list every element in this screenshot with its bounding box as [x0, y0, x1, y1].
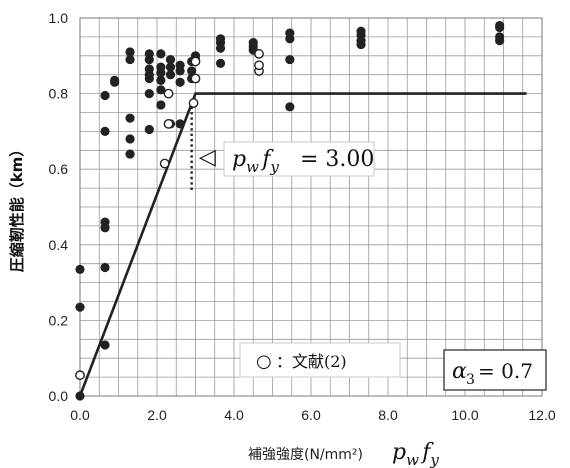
threshold-box [223, 141, 375, 177]
plot-frame [79, 17, 543, 397]
legend-text: ：文献(2) [276, 352, 347, 371]
data-point-filled [215, 58, 226, 68]
data-point-open [190, 73, 201, 84]
data-point-filled [285, 54, 295, 65]
data-point-filled [110, 75, 120, 85]
data-point-open [254, 49, 264, 59]
y-axis-label: 圧縮靭性能（km） [8, 142, 26, 273]
data-point-filled [125, 149, 135, 159]
data-point-filled [495, 32, 505, 42]
data-point-filled [144, 89, 154, 99]
x-tick-label: 4.0 [224, 407, 244, 423]
data-point-filled [144, 124, 154, 135]
x-tick-label: 2.0 [147, 407, 167, 423]
data-point-filled [100, 340, 110, 350]
data-point-open [163, 118, 174, 129]
data-point-filled [495, 20, 505, 31]
y-tick-label: 0.4 [49, 237, 69, 253]
threshold-arrow: ◁ [199, 145, 216, 170]
data-point-filled [356, 26, 366, 36]
alpha-value: = 0.7 [478, 359, 533, 383]
data-point-filled [75, 302, 85, 312]
legend: ○ ：文献(2) [239, 342, 401, 378]
x-tick-label: 8.0 [378, 407, 398, 423]
data-point-filled [125, 134, 135, 144]
data-point-filled [165, 54, 176, 65]
data-point-filled [215, 34, 226, 44]
data-point-filled [156, 85, 166, 95]
data-point-open [163, 88, 174, 99]
data-point-filled [156, 62, 166, 72]
x-tick-label: 12.0 [528, 407, 555, 423]
y-tick-label: 0.8 [49, 86, 69, 102]
data-point-filled [187, 66, 197, 76]
data-point-filled [156, 75, 166, 85]
data-point-filled [125, 54, 135, 65]
x-tick-label: 10.0 [451, 407, 478, 423]
data-point-filled [100, 217, 110, 227]
legend-box [239, 342, 401, 378]
data-point-open [190, 56, 201, 67]
y-tick-labels: 0.0 0.2 0.4 0.6 0.8 1.0 [49, 10, 69, 404]
threshold-annotation: ◁ pw​fy​ = 3.00 [199, 141, 375, 177]
data-point-open [188, 98, 199, 108]
x-axis-label: 補強強度(N/mm²) [248, 447, 363, 463]
threshold-eq: = 3.00 [300, 147, 374, 172]
x-tick-labels: 0.0 2.0 4.0 6.0 8.0 10.0 12.0 [70, 407, 556, 423]
data-point-filled [248, 37, 258, 48]
y-tick-label: 1.0 [49, 10, 69, 26]
data-point-filled [144, 49, 154, 59]
data-point-filled [144, 64, 154, 74]
alpha-box [443, 349, 547, 391]
data-point-filled [100, 90, 110, 101]
alpha-subscript: 3 [466, 372, 475, 388]
y-tick-label: 0.0 [49, 388, 69, 404]
y-tick-label: 0.2 [49, 312, 69, 328]
data-point-filled [75, 264, 85, 274]
y-tick-label: 0.6 [49, 161, 69, 177]
data-point-filled [156, 49, 166, 59]
data-point-open [159, 158, 170, 169]
data-point-filled [100, 262, 110, 273]
data-point-filled [175, 77, 185, 87]
x-axis-math-label: pw​fy​ [392, 440, 439, 468]
data-point-filled [175, 60, 185, 70]
alpha-symbol: α [452, 359, 467, 384]
data-point-filled [125, 113, 135, 123]
data-points [75, 20, 505, 401]
data-point-open [254, 60, 264, 71]
data-point-filled [125, 47, 135, 57]
data-point-filled [285, 102, 295, 112]
data-point-filled [175, 119, 185, 129]
threshold-lhs: pw​fy​ [232, 147, 279, 176]
data-point-filled [156, 100, 166, 110]
data-point-filled [100, 126, 110, 136]
x-tick-label: 0.0 [70, 407, 90, 423]
data-point-filled [75, 391, 85, 401]
data-point-open [75, 370, 85, 381]
data-point-filled [165, 70, 176, 80]
x-tick-label: 6.0 [301, 407, 321, 423]
alpha-annotation: α 3 = 0.7 [443, 349, 547, 391]
data-point-filled [165, 62, 176, 72]
model-line [78, 92, 527, 397]
legend-symbol: ○ [256, 351, 272, 372]
data-point-filled [285, 28, 295, 38]
